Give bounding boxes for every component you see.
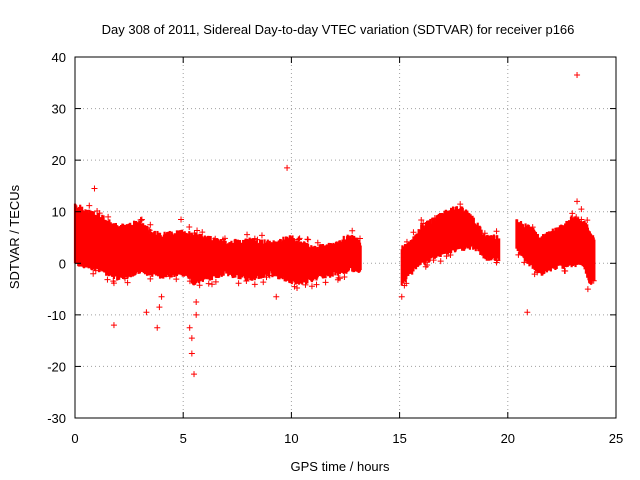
sample-point: [121, 275, 128, 282]
sample-point: [313, 281, 320, 288]
sample-point: [308, 283, 315, 290]
sample-point: [493, 228, 500, 235]
sample-point: [147, 221, 154, 228]
sample-point: [437, 258, 444, 265]
sample-point: [254, 236, 261, 243]
x-tick-label: 20: [501, 431, 515, 446]
sample-point: [305, 236, 312, 243]
outlier-point: [158, 293, 165, 300]
outlier-point: [398, 293, 405, 300]
sample-point: [296, 235, 303, 242]
sample-point: [194, 227, 201, 234]
x-tick-label: 10: [284, 431, 298, 446]
sample-point: [96, 210, 103, 217]
sample-point: [104, 276, 111, 283]
sample-point: [105, 213, 112, 220]
data-points: [73, 72, 597, 378]
sample-point: [263, 274, 270, 281]
outlier-point: [156, 304, 163, 311]
sample-point: [515, 251, 522, 258]
sample-point: [418, 217, 425, 224]
y-tick-label: 40: [52, 50, 66, 65]
sample-point: [260, 279, 267, 286]
outlier-point: [188, 335, 195, 342]
y-tick-label: 30: [52, 102, 66, 117]
sample-point: [251, 235, 258, 242]
outlier-point: [154, 324, 161, 331]
sample-point: [457, 201, 464, 208]
plot-frame: [74, 56, 617, 419]
sample-point: [251, 281, 258, 288]
sample-point: [481, 230, 488, 237]
outlier-point: [193, 311, 200, 318]
sample-point: [138, 216, 145, 223]
outlier-point: [143, 309, 150, 316]
sample-point: [314, 239, 321, 246]
sample-point: [124, 279, 131, 286]
sample-point: [258, 232, 265, 239]
sample-point: [341, 274, 348, 281]
sample-point: [90, 270, 97, 277]
sample-point: [336, 275, 343, 282]
sample-point: [221, 235, 228, 242]
sample-point: [235, 280, 242, 287]
outlier-point: [178, 216, 185, 223]
sample-point: [569, 210, 576, 217]
sample-point: [199, 229, 206, 236]
outlier-point: [193, 298, 200, 305]
sample-point: [403, 280, 410, 287]
y-tick-label: 20: [52, 153, 66, 168]
chart-title: Day 308 of 2011, Sidereal Day-to-day VTE…: [102, 22, 575, 37]
sample-point: [424, 262, 431, 269]
y-tick-label: -20: [47, 359, 66, 374]
sample-point: [356, 235, 363, 242]
outlier-point: [191, 371, 198, 378]
outlier-point: [574, 198, 581, 205]
outlier-point: [186, 324, 193, 331]
sample-point: [147, 275, 154, 282]
outlier-point: [524, 309, 531, 316]
x-tick-label: 15: [392, 431, 406, 446]
sample-point: [291, 283, 298, 290]
sample-point: [322, 279, 329, 286]
outlier-point: [578, 206, 585, 213]
sample-point: [205, 280, 212, 287]
sample-point: [208, 281, 215, 288]
sample-point: [410, 229, 417, 236]
sample-point: [294, 284, 301, 291]
outlier-point: [574, 72, 581, 79]
x-tick-label: 0: [71, 431, 78, 446]
outlier-point: [110, 322, 117, 329]
sample-point: [138, 217, 145, 224]
outlier-point: [188, 350, 195, 357]
sample-point: [212, 278, 219, 285]
y-axis-label: SDTVAR / TECUs: [7, 184, 22, 289]
sample-point: [443, 253, 450, 260]
sample-point: [349, 227, 356, 234]
x-axis-label: GPS time / hours: [291, 459, 390, 474]
sample-point: [244, 231, 251, 238]
outlier-point: [273, 293, 280, 300]
sample-point: [110, 280, 117, 287]
x-tick-label: 25: [609, 431, 623, 446]
sample-point: [584, 217, 591, 224]
sample-point: [173, 276, 180, 283]
sample-point: [295, 236, 302, 243]
x-tick-label: 5: [180, 431, 187, 446]
y-tick-label: 10: [52, 205, 66, 220]
sample-point: [186, 223, 193, 230]
outlier-point: [91, 185, 98, 192]
outlier-point: [584, 286, 591, 293]
tick-labels: 0 5 10 15 20 25 -30 -20 -10 0 10 20 30 40: [47, 50, 623, 446]
y-tick-label: 0: [59, 256, 66, 271]
y-tick-label: -30: [47, 411, 66, 426]
y-tick-label: -10: [47, 308, 66, 323]
sample-point: [196, 282, 203, 289]
sample-point: [562, 267, 569, 274]
sample-point: [86, 202, 93, 209]
sample-point: [92, 267, 99, 274]
outlier-point: [284, 164, 291, 171]
